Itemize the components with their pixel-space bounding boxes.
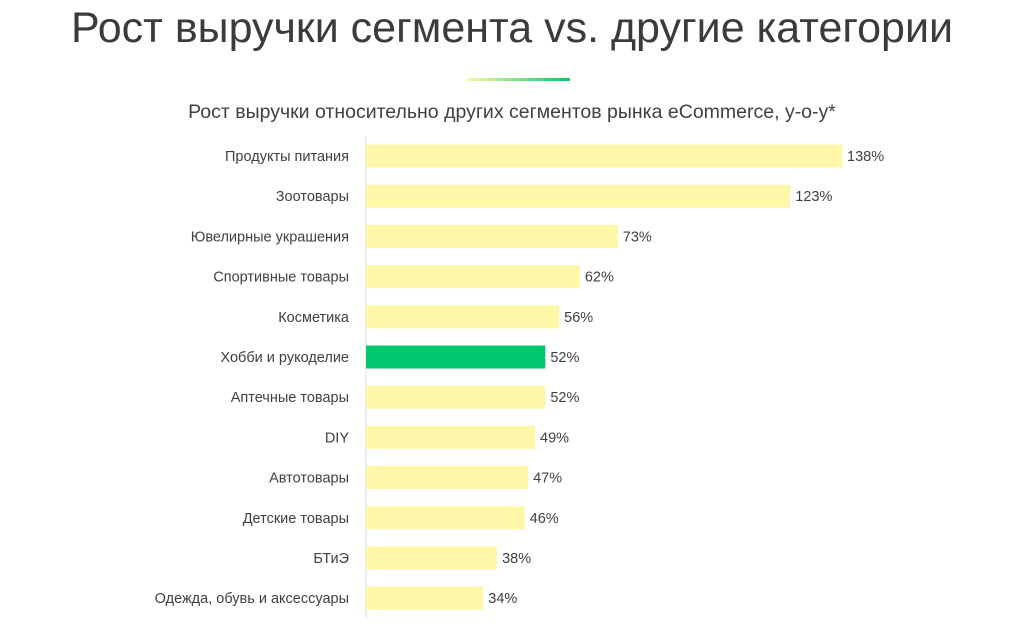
- bar-row: БТиЭ 38%: [313, 546, 531, 570]
- bar-chart: Продукты питания 138% Зоотовары 123% Ювелирн…: [155, 136, 884, 618]
- bar: [366, 385, 546, 409]
- value-label: 123%: [795, 189, 832, 205]
- bar-row: Детские товары 46%: [243, 506, 559, 530]
- bar: [366, 546, 498, 570]
- bar: [366, 144, 842, 168]
- category-label: Продукты питания: [225, 149, 349, 165]
- bar-row: Спортивные товары 62%: [213, 265, 614, 289]
- bar: [366, 184, 791, 208]
- slide-title: Рост выручки сегмента vs. другие категор…: [70, 4, 954, 52]
- bar-row: Одежда, обувь и аксессуары 34%: [155, 586, 517, 610]
- bar-row: DIY 49%: [325, 425, 569, 449]
- value-label: 49%: [540, 430, 569, 446]
- bar-row: Хобби и рукоделие 52%: [220, 345, 579, 369]
- category-label: Косметика: [278, 310, 350, 326]
- value-label: 47%: [533, 471, 562, 487]
- category-label: Спортивные товары: [213, 270, 349, 286]
- bar-row: Продукты питания 138%: [225, 144, 884, 168]
- bar-highlighted: [366, 345, 546, 369]
- value-label: 46%: [530, 511, 559, 527]
- value-label: 56%: [564, 310, 593, 326]
- category-label: Аптечные товары: [231, 390, 349, 406]
- category-label: Автотовары: [269, 471, 349, 487]
- bar-row: Аптечные товары 52%: [231, 385, 579, 409]
- bar-row: Косметика 56%: [278, 305, 593, 329]
- chart-title: Рост выручки относительно других сегмент…: [188, 101, 836, 123]
- value-label: 73%: [623, 229, 652, 245]
- value-label: 138%: [847, 149, 884, 165]
- bar: [366, 305, 560, 329]
- bar: [366, 425, 536, 449]
- bar: [366, 265, 580, 289]
- category-label: DIY: [325, 430, 350, 446]
- bar-row: Зоотовары 123%: [276, 184, 832, 208]
- title-accent-line: [467, 78, 570, 81]
- category-label: Ювелирные украшения: [191, 229, 349, 245]
- value-label: 38%: [502, 551, 531, 567]
- value-label: 62%: [585, 270, 614, 286]
- category-label: БТиЭ: [313, 551, 349, 567]
- value-label: 52%: [550, 390, 579, 406]
- bar: [366, 506, 525, 530]
- bar: [366, 466, 529, 490]
- bar: [366, 224, 618, 248]
- category-label: Детские товары: [243, 511, 349, 527]
- value-label: 34%: [488, 591, 517, 607]
- category-label: Одежда, обувь и аксессуары: [155, 591, 349, 607]
- bar: [366, 586, 484, 610]
- value-label: 52%: [550, 350, 579, 366]
- bar-row: Автотовары 47%: [269, 466, 562, 490]
- category-label: Хобби и рукоделие: [220, 350, 349, 366]
- category-label: Зоотовары: [276, 189, 349, 205]
- bar-row: Ювелирные украшения 73%: [191, 224, 652, 248]
